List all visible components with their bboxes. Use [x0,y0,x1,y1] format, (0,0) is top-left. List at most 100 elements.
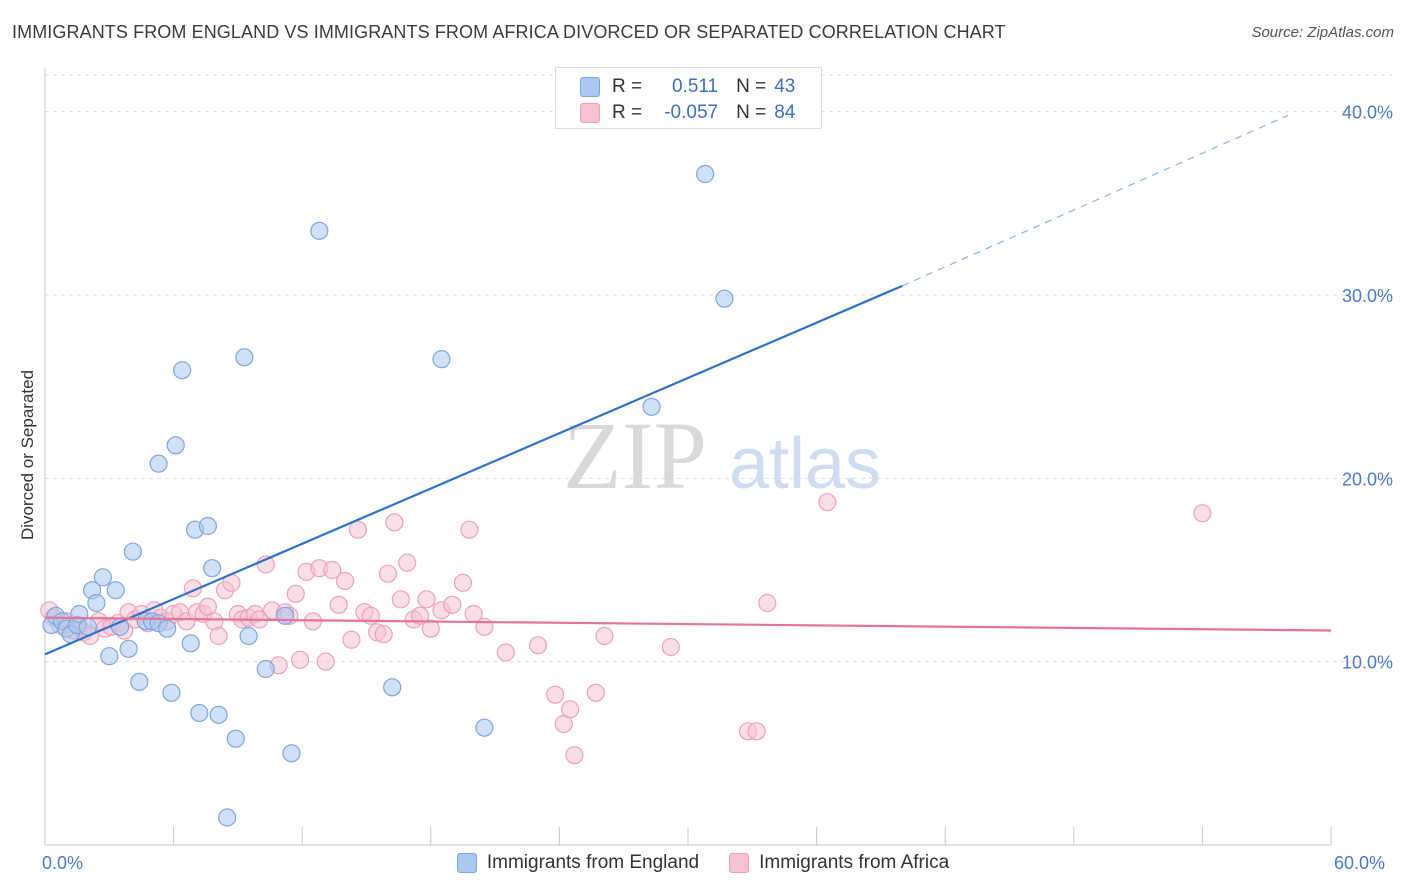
england-point [642,397,661,416]
africa-point [528,636,548,655]
africa-point [290,650,310,669]
africa-point [316,652,335,671]
england-point [235,348,254,367]
africa-point [385,513,404,532]
england-point [158,619,177,638]
africa-point [410,606,430,625]
n-value: 43 [774,76,796,97]
england-point [275,606,295,625]
y-axis-label: Divorced or Separated [18,369,37,541]
africa-point [595,626,614,646]
england-point [190,703,209,723]
africa-trend-line [44,616,1332,632]
england-trend-extension [902,114,1289,287]
stats-row-england: R = 0.511 N = 43 [580,74,795,100]
england-point [256,659,275,679]
england-point [310,221,329,240]
england-point [93,568,112,587]
england-point [475,718,494,737]
axes [44,68,1332,846]
england-swatch [456,853,477,873]
africa-point [661,637,680,657]
africa-point [348,520,368,539]
england-point [149,454,168,473]
chart-title: IMMIGRANTS FROM ENGLAND VS IMMIGRANTS FR… [12,22,1006,42]
africa-point [1193,504,1212,523]
y-tick-label: 40.0% [1342,103,1393,123]
watermark-zip: ZIP [563,402,707,509]
england-point [130,672,149,691]
y-tick-label: 20.0% [1342,469,1393,489]
england-point [106,581,125,600]
england-point [119,639,138,658]
r-label: R = [612,76,643,97]
england-point [100,647,119,666]
africa-point [374,625,393,644]
y-tick-label: 10.0% [1342,653,1393,673]
england-point [181,634,200,653]
england-point [696,164,715,184]
africa-point [818,493,837,512]
england-point [383,678,402,697]
england-point [715,289,734,308]
africa-point [475,617,494,636]
england-swatch [580,77,600,97]
africa-point [342,630,361,649]
source-label: Source: ZipAtlas.com [1251,24,1394,41]
trend-lines [44,114,1332,656]
africa-point [586,683,605,702]
africa-point [323,560,342,580]
n-label: N = [736,76,767,97]
england-point [87,593,106,613]
england-trend-line [44,284,903,656]
stats-row-africa: R = -0.057 N = 84 [580,100,795,126]
england-point [209,705,228,724]
watermark-atlas: atlas [729,424,881,504]
africa-point [453,573,473,592]
africa-point [398,553,417,572]
africa-point [209,626,228,646]
africa-point [378,564,398,583]
grid-lines [45,74,1392,663]
africa-point [417,590,436,609]
england-point [162,683,181,702]
africa-point [443,595,462,614]
england-point [110,617,130,636]
africa-point [758,593,777,613]
x-tick-max: 60.0% [1334,853,1386,873]
series-legend: Immigrants from England Immigrants from … [0,852,1406,874]
england-point [239,626,258,646]
africa-point [565,746,584,765]
england-point [282,744,301,763]
africa-point [561,700,580,719]
england-point [218,808,237,827]
legend-item-africa[interactable]: Immigrants from Africa [729,852,949,874]
africa-point [329,595,348,614]
england-point [123,542,142,561]
england-point [166,436,185,455]
legend-label-africa: Immigrants from Africa [759,852,950,873]
legend-item-england[interactable]: Immigrants from England [456,852,699,874]
africa-point [286,584,305,603]
england-point [226,729,245,748]
x-tick-min: 0.0% [42,853,84,873]
r-value: 0.511 [671,76,719,97]
n-label: N = [736,102,767,123]
r-value: -0.057 [664,102,719,123]
africa-swatch [580,103,600,123]
watermark: ZIP atlas [563,402,881,509]
england-point [203,559,222,578]
england-point [198,516,217,536]
africa-point [546,685,565,704]
england-point [173,361,192,380]
africa-point [421,619,440,638]
n-value: 84 [774,102,796,123]
africa-point [335,571,355,591]
africa-point [496,643,515,662]
r-label: R = [612,102,643,123]
africa-point [460,520,479,539]
stats-legend: R = 0.511 N = 43 R = -0.057 N = 84 [555,67,822,129]
africa-point [747,722,766,741]
y-tick-label: 30.0% [1342,286,1393,306]
